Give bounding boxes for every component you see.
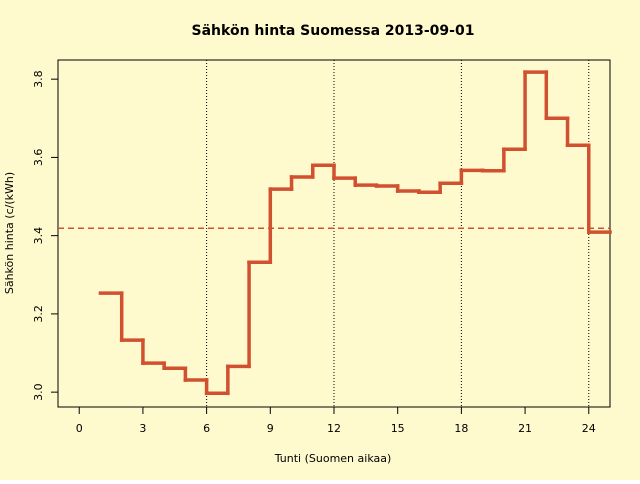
x-tick-label: 24 bbox=[582, 422, 596, 435]
y-axis-label: Sähkön hinta (c/(kWh) bbox=[3, 172, 16, 294]
y-tick-label: 3.8 bbox=[32, 70, 45, 88]
y-tick-label: 3.2 bbox=[32, 305, 45, 323]
x-tick-label: 18 bbox=[454, 422, 468, 435]
x-tick-label: 0 bbox=[76, 422, 83, 435]
x-tick-label: 21 bbox=[518, 422, 532, 435]
chart-title: Sähkön hinta Suomessa 2013-09-01 bbox=[192, 23, 475, 39]
y-tick-label: 3.0 bbox=[32, 383, 45, 401]
x-tick-label: 3 bbox=[139, 422, 146, 435]
x-tick-label: 6 bbox=[203, 422, 210, 435]
x-tick-label: 15 bbox=[391, 422, 405, 435]
y-tick-label: 3.6 bbox=[32, 149, 45, 167]
x-tick-label: 12 bbox=[327, 422, 341, 435]
y-tick-label: 3.4 bbox=[32, 227, 45, 245]
x-axis-label: Tunti (Suomen aikaa) bbox=[274, 452, 392, 465]
x-tick-label: 9 bbox=[267, 422, 274, 435]
